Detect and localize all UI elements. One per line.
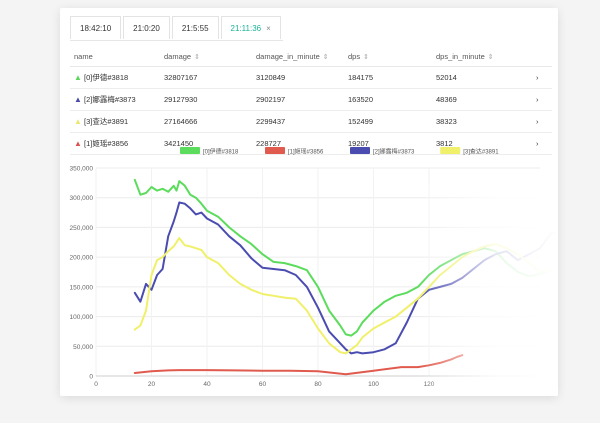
tab-3-label: 21:11:36 [230, 24, 262, 33]
y-tick-label: 150,000 [70, 284, 94, 291]
series-line [133, 354, 464, 376]
user-icon: ▲ [74, 95, 82, 104]
dps-in-minute-cell: 52014 [432, 66, 532, 89]
legend-swatch [180, 147, 200, 154]
player-name: [1]姬瑶#3856 [84, 139, 129, 148]
x-tick-label: 120 [424, 381, 435, 388]
damage-cell: 32807167 [160, 66, 252, 89]
chevron-right-icon[interactable]: › [532, 88, 552, 111]
damage-cell: 27164666 [160, 110, 252, 133]
column-header-dps[interactable]: dps ⇕ [344, 46, 432, 67]
column-header-name[interactable]: name [70, 46, 160, 67]
tab-3[interactable]: 21:11:36 × [220, 16, 281, 39]
legend-swatch [350, 147, 370, 154]
x-tick-label: 80 [314, 381, 322, 388]
dps-cell: 152499 [344, 110, 432, 133]
sort-icon[interactable]: ⇕ [363, 53, 369, 61]
damage-in-minute-cell: 2299437 [252, 110, 344, 133]
chevron-right-icon[interactable]: › [532, 110, 552, 133]
y-tick-label: 0 [89, 374, 93, 381]
y-tick-label: 350,000 [70, 166, 94, 173]
column-header-damage[interactable]: damage ⇕ [160, 46, 252, 67]
dps-cell: 163520 [344, 88, 432, 111]
chart-svg: 0 50,000 100,000 150,000 200,000 250,000 300,0… [70, 147, 558, 388]
tab-1[interactable]: 21:0:20 [123, 16, 170, 39]
user-icon: ▲ [74, 117, 82, 126]
user-icon: ▲ [74, 73, 82, 82]
dps-in-minute-cell: 48369 [432, 88, 532, 111]
damage-in-minute-cell: 3120849 [252, 66, 344, 89]
legend-label: [3]查达#3891 [463, 148, 499, 156]
damage-table: name damage ⇕ damage_in_minute ⇕ dps ⇕ dps_… [70, 46, 552, 155]
y-tick-label: 100,000 [70, 314, 94, 321]
tab-0[interactable]: 18:42:10 [70, 16, 122, 39]
column-header-actions [532, 46, 552, 67]
table-header-row: name damage ⇕ damage_in_minute ⇕ dps ⇕ dps_… [70, 46, 552, 67]
table-row[interactable]: ▲ [2]娜露梅#3873 29127930 2902197 163520 483… [70, 88, 552, 111]
y-tick-label: 300,000 [70, 195, 94, 202]
damage-cell: 29127930 [160, 88, 252, 111]
table-row[interactable]: ▲ [3]查达#3891 27164666 2299437 152499 3832… [70, 110, 552, 133]
x-tick-label: 60 [259, 381, 267, 388]
sort-icon[interactable]: ⇕ [487, 53, 494, 61]
damage-in-minute-cell: 2902197 [252, 88, 344, 111]
user-icon: ▲ [74, 139, 82, 148]
series-line [133, 178, 558, 337]
column-header-dps-in-minute[interactable]: dps_in_minute ⇕ [432, 46, 532, 67]
column-header-damage-in-minute[interactable]: damage_in_minute ⇕ [252, 46, 344, 67]
legend-swatch [265, 147, 285, 154]
legend-label: [1]姬瑶#3856 [288, 148, 324, 156]
chevron-right-icon[interactable]: › [532, 132, 552, 155]
x-tick-label: 20 [148, 381, 156, 388]
table-row[interactable]: ▲ [0]伊德#3818 32807167 3120849 184175 5201… [70, 66, 552, 89]
y-tick-label: 200,000 [70, 255, 94, 262]
x-tick-label: 40 [203, 381, 211, 388]
session-tabs: 18:42:10 21:0:20 21:5:55 21:11:36 × [70, 16, 283, 41]
dps-cell: 184175 [344, 66, 432, 89]
series-line [133, 201, 558, 355]
x-tick-label: 100 [368, 381, 379, 388]
close-icon[interactable]: × [266, 24, 271, 33]
chevron-right-icon[interactable]: › [532, 66, 552, 89]
player-name: [3]查达#3891 [84, 117, 129, 126]
y-tick-label: 250,000 [70, 225, 94, 232]
x-tick-label: 0 [94, 381, 98, 388]
legend-label: [0]伊德#3818 [203, 148, 239, 156]
legend-label: [2]娜露梅#3873 [373, 148, 415, 156]
sort-icon[interactable]: ⇕ [322, 53, 329, 61]
tab-2[interactable]: 21:5:55 [171, 16, 219, 39]
stats-panel: 18:42:10 21:0:20 21:5:55 21:11:36 × name … [60, 8, 558, 396]
legend-swatch [440, 147, 461, 154]
sort-icon[interactable]: ⇕ [194, 53, 200, 61]
player-name: [0]伊德#3818 [84, 73, 129, 82]
dps-in-minute-cell: 38323 [432, 110, 532, 133]
y-tick-label: 50,000 [73, 344, 93, 351]
damage-line-chart: 0 50,000 100,000 150,000 200,000 250,000 300,0… [60, 144, 558, 396]
player-name: [2]娜露梅#3873 [84, 95, 136, 104]
